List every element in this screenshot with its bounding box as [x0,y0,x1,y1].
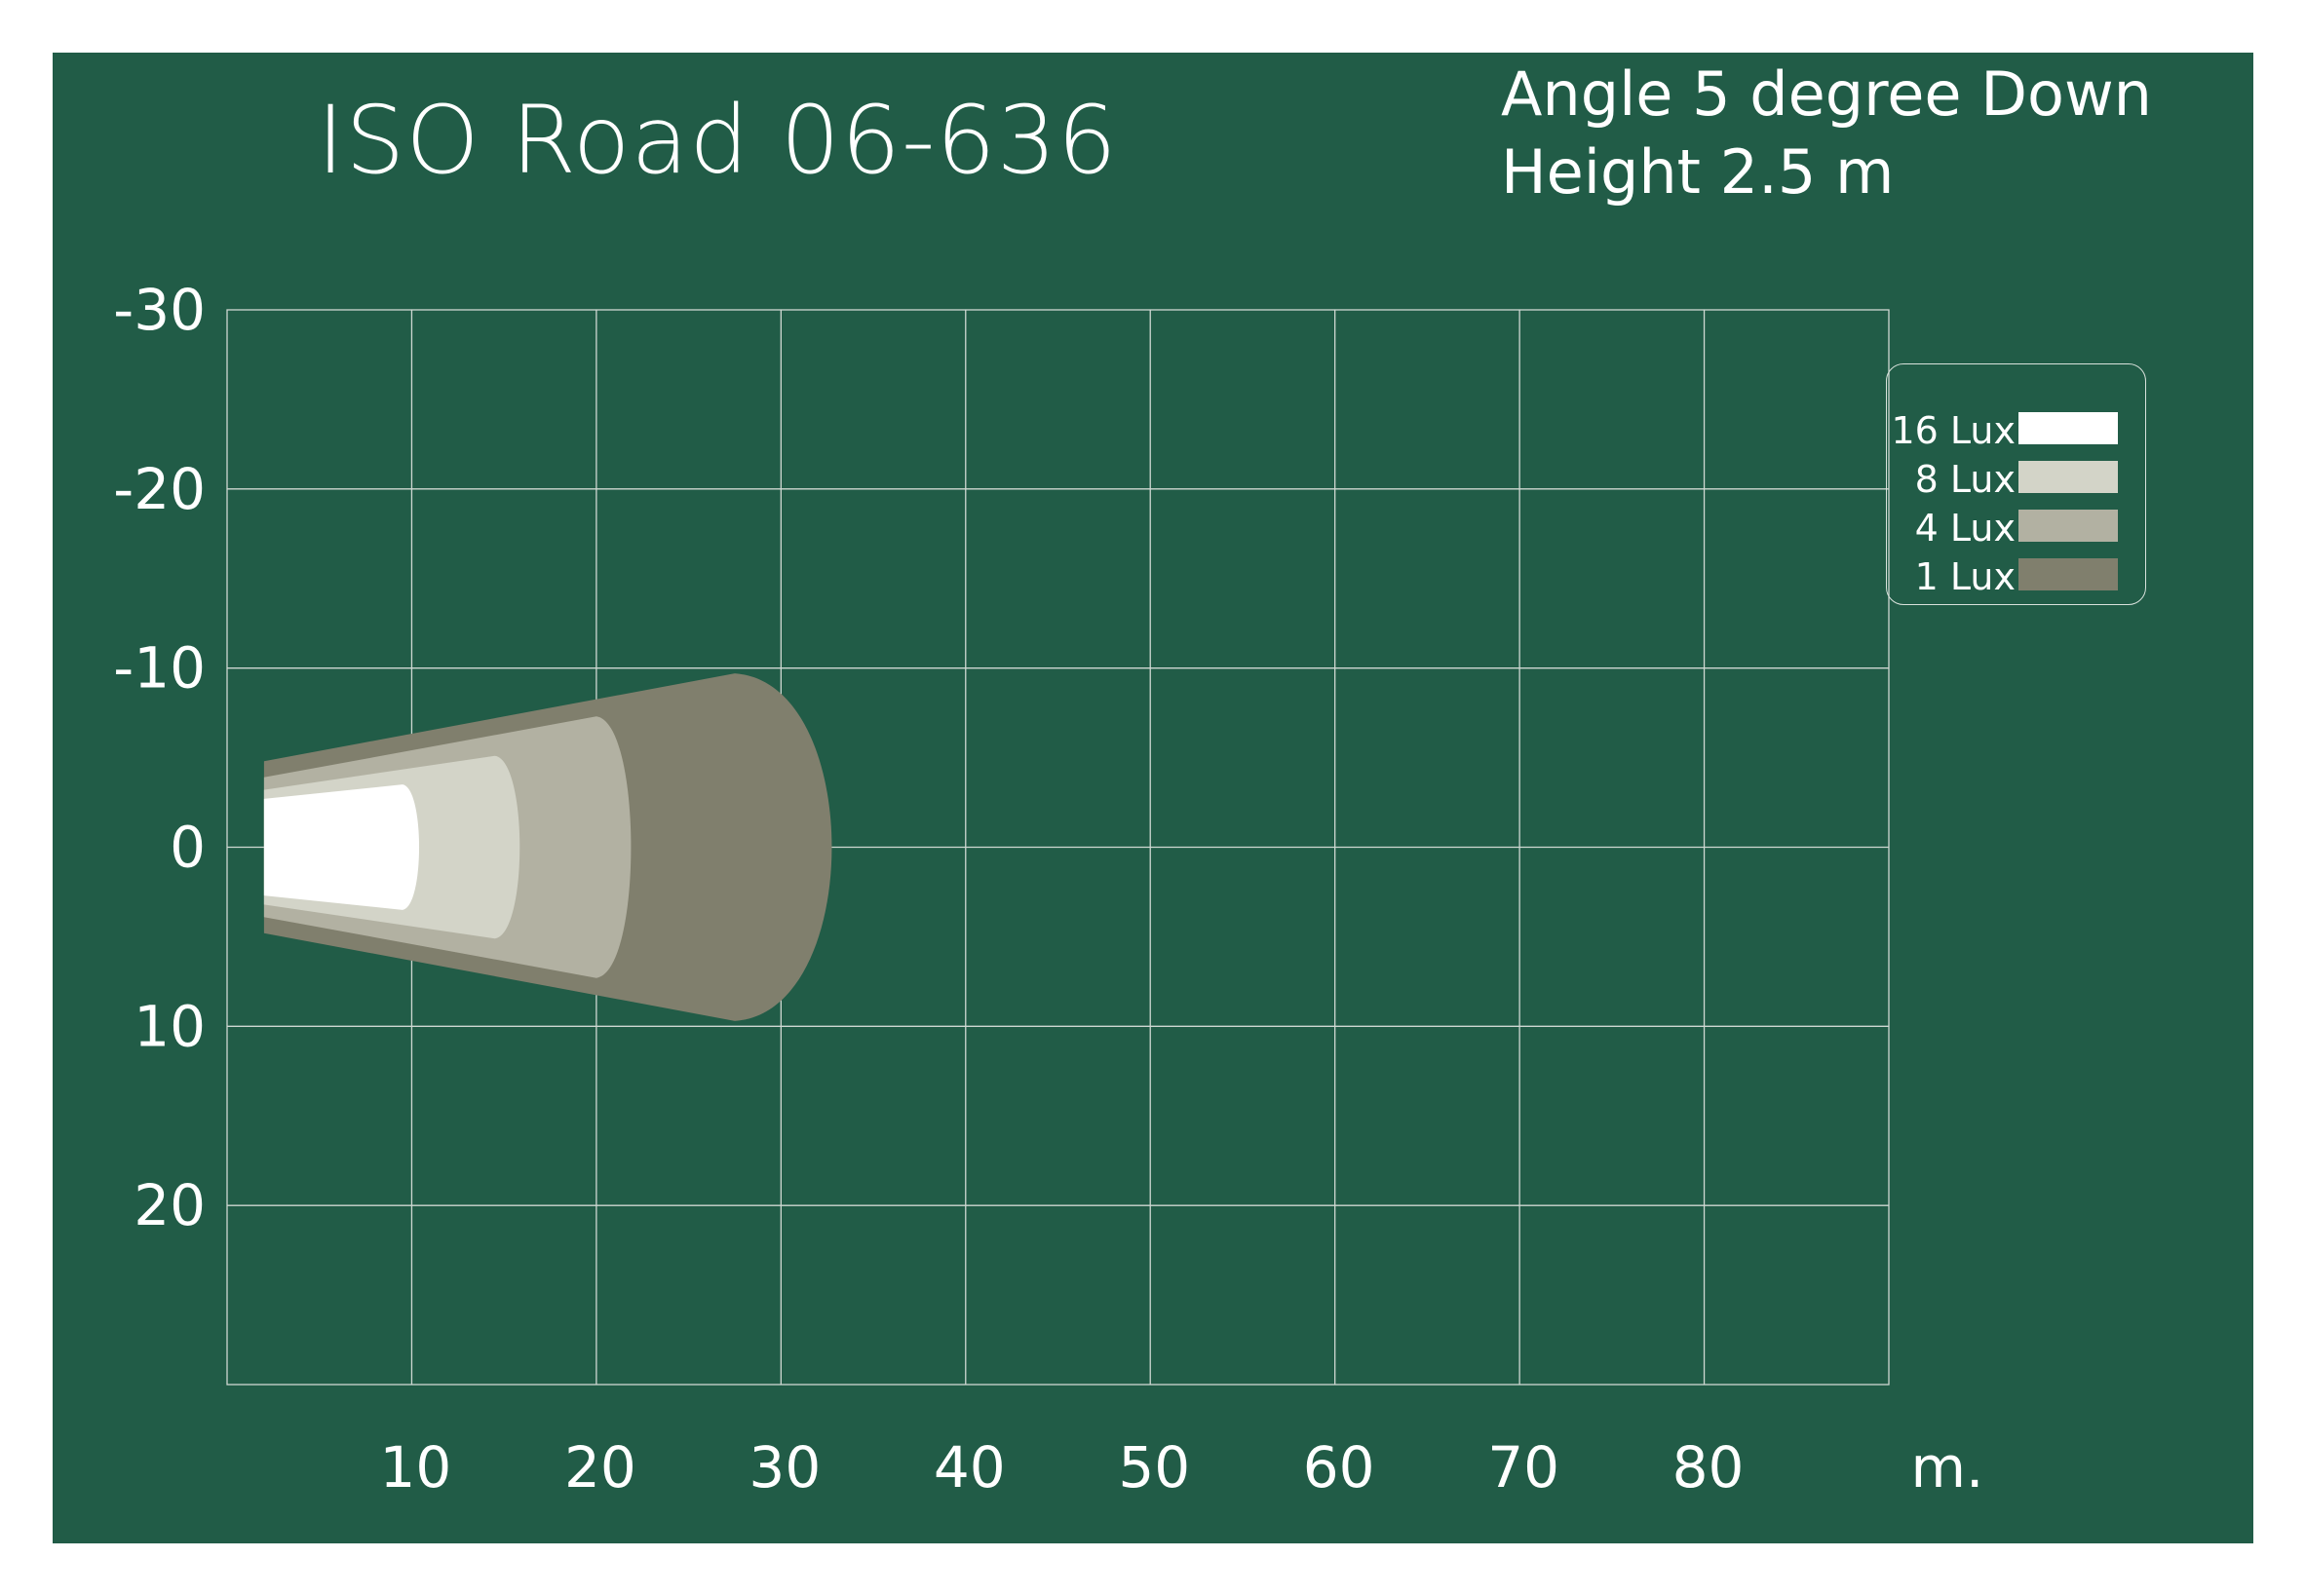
x-tick-label: 60 [1303,1434,1375,1501]
isolux-zones [263,673,832,1021]
y-tick-label: -10 [113,635,206,702]
x-tick-label: 10 [380,1434,452,1501]
y-tick-label: -30 [113,277,206,343]
x-tick-label: 80 [1672,1434,1745,1501]
x-tick-labels: 10 20 30 40 50 60 70 80 [380,1434,1745,1501]
isolux-zone [263,784,420,910]
legend-swatch [2018,412,2118,444]
x-unit-label: m. [1911,1434,1984,1501]
x-tick-label: 70 [1487,1434,1559,1501]
x-tick-label: 30 [749,1434,821,1501]
x-tick-label: 20 [564,1434,636,1501]
legend-swatch [2018,558,2118,590]
legend-label: 16 Lux [1891,409,2016,452]
legend-label: 1 Lux [1914,555,2016,598]
legend-label: 8 Lux [1914,458,2016,501]
y-tick-label: 20 [134,1172,206,1238]
legend-label: 4 Lux [1914,507,2016,550]
grid [226,309,1890,1386]
legend-item: 16 Lux [1887,407,2145,452]
legend-swatch [2018,461,2118,493]
y-tick-label: 10 [134,993,206,1059]
x-tick-label: 50 [1118,1434,1190,1501]
x-tick-label: 40 [934,1434,1006,1501]
legend-item: 8 Lux [1887,456,2145,501]
angle-annotation: Angle 5 degree Down [1501,58,2152,130]
chart-title: ISO Road 06-636 [317,86,1118,195]
legend: 16 Lux 8 Lux 4 Lux 1 Lux [1886,363,2146,605]
legend-item: 4 Lux [1887,505,2145,550]
y-tick-label: -20 [113,456,206,522]
y-tick-label: 0 [170,815,206,881]
legend-swatch [2018,510,2118,542]
y-tick-labels: -30 -20 -10 0 10 20 [113,277,206,1238]
height-annotation: Height 2.5 m [1501,136,1895,208]
legend-item: 1 Lux [1887,553,2145,598]
